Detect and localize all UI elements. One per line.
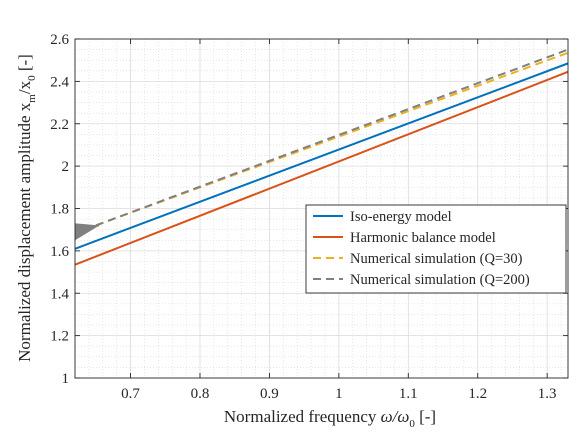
tick-labels: 0.7 0.8 0.9 1 1.1 1.2 1.3 1 1.2 1.4 1.6 1.8 2 2.2 2.4 2… (50, 32, 556, 402)
x-tick-label: 1 (335, 386, 343, 402)
y-axis-label-text: Normalized displacement amplitude (15, 115, 34, 361)
x-tick-label: 1.2 (468, 386, 487, 402)
y-axis-label-unit: [-] (15, 54, 34, 71)
series-layer (75, 48, 568, 266)
transient-oscillation (75, 223, 100, 241)
x-tick-label: 1.1 (399, 386, 418, 402)
series-line-4 (95, 48, 568, 227)
series-line-2 (75, 70, 568, 266)
y-tick-label: 1.2 (50, 329, 69, 345)
y-tick-label: 1.4 (50, 286, 69, 302)
y-tick-label: 2.6 (50, 32, 69, 48)
y-tick-label: 1 (62, 371, 70, 387)
legend-label-4: Numerical simulation (Q=200) (350, 272, 530, 288)
x-tick-label: 0.9 (260, 386, 279, 402)
legend-label-1: Iso-energy model (350, 209, 452, 225)
x-tick-label: 0.8 (191, 386, 210, 402)
y-tick-label: 1.8 (50, 202, 69, 218)
x-axis-label: Normalized frequency ω/ω0 [-] (224, 407, 436, 430)
x-axis-label-text: Normalized frequency (224, 407, 377, 426)
legend: Iso-energy model Harmonic balance model Nu… (305, 204, 567, 294)
y-tick-label: 1.6 (50, 244, 69, 260)
x-axis-label-unit: [-] (419, 407, 436, 426)
y-tick-label: 2.2 (50, 117, 69, 133)
legend-label-2: Harmonic balance model (350, 230, 496, 246)
y-axis-label-mid: /x (15, 80, 34, 94)
y-tick-label: 2.4 (50, 74, 69, 90)
x-axis-label-symbol: ω/ω (381, 407, 410, 426)
legend-box (305, 204, 567, 294)
y-tick-label: 2 (62, 159, 70, 175)
y-axis-label: Normalized displacement amplitude xm/x0 … (15, 54, 38, 362)
legend-entries: Iso-energy model Harmonic balance model Nu… (313, 209, 530, 288)
y-axis-label-subscript2: 0 (26, 75, 38, 81)
series-line-1 (75, 62, 568, 250)
x-tick-label: 0.7 (121, 386, 140, 402)
x-axis-label-subscript: 0 (409, 418, 415, 430)
x-tick-label: 1.3 (538, 386, 557, 402)
plot-area (75, 48, 568, 266)
legend-label-3: Numerical simulation (Q=30) (350, 251, 523, 267)
y-axis-label-symbol: x (15, 102, 34, 111)
y-axis-label-subscript: m (26, 94, 38, 103)
